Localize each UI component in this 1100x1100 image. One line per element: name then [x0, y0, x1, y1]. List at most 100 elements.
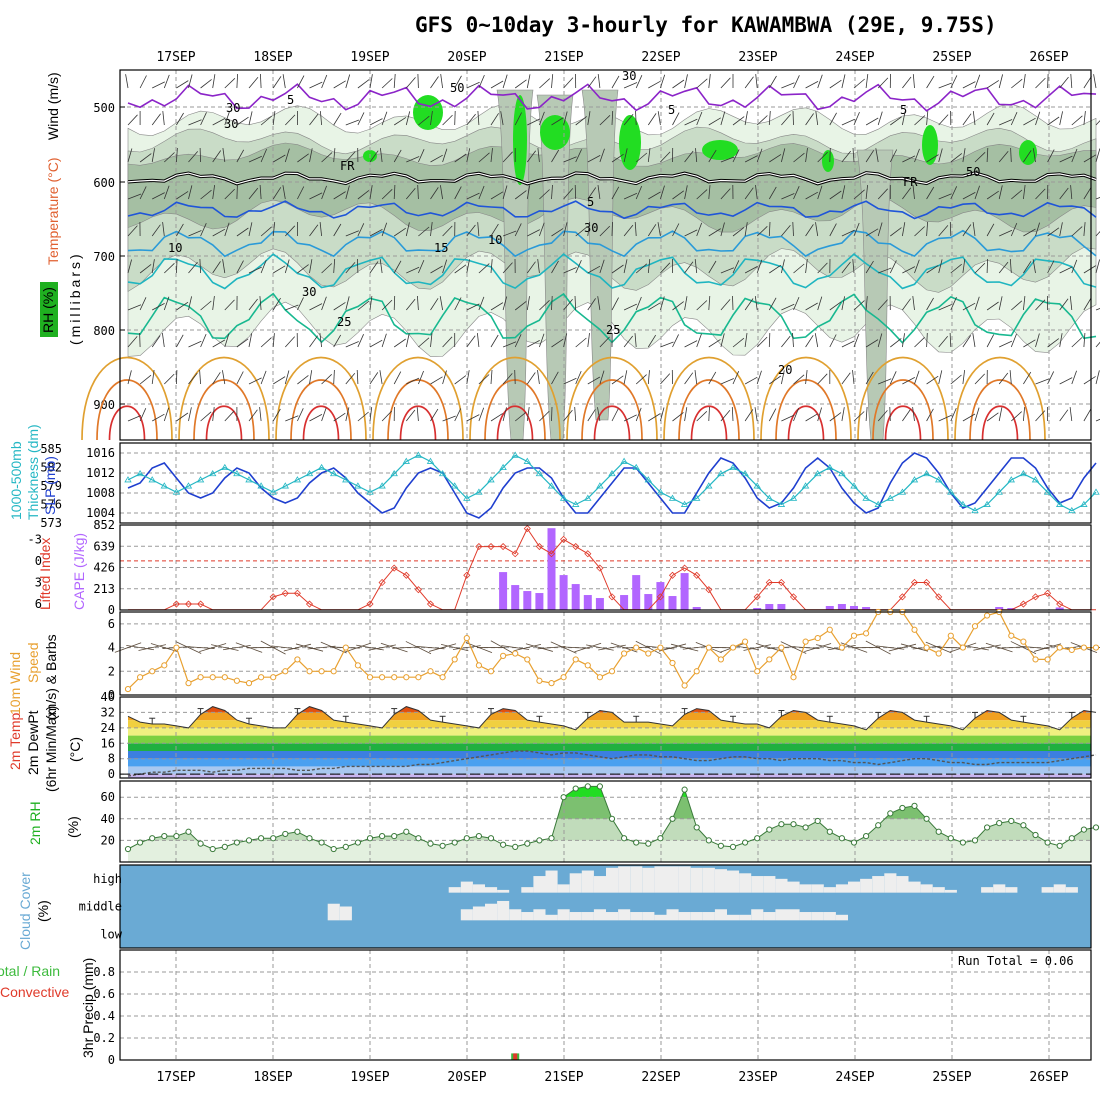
wind-speed-point: [754, 668, 761, 675]
rh-point: [669, 815, 676, 822]
wind-barb: [248, 409, 258, 422]
wind-barb: [478, 152, 490, 163]
wind-barb: [635, 185, 643, 200]
cape-bar: [668, 596, 677, 610]
wind-barb: [865, 74, 869, 89]
rh-panel: 60 40 20: [101, 780, 1100, 863]
wind-barb: [176, 334, 184, 348]
cloud-cell: [654, 866, 667, 893]
cloud-cell: [557, 884, 570, 893]
wind-barb: [1059, 266, 1073, 274]
rh-point: [403, 828, 410, 835]
wind-barb: [163, 407, 169, 422]
rh-point: [391, 832, 398, 840]
cloud-cell: [460, 881, 473, 893]
wind-barb: [684, 340, 698, 348]
wind-barb: [162, 111, 165, 126]
wind-speed-point: [548, 680, 555, 687]
wind-barb: [949, 221, 952, 237]
surface-wind-barb: [574, 642, 602, 653]
cloud-cell: [920, 884, 933, 893]
wind-barb: [841, 74, 846, 89]
rh-point: [463, 835, 470, 842]
wind-barb: [212, 118, 226, 126]
surface-wind-barb: [586, 644, 614, 651]
wind-barb: [781, 303, 795, 311]
wind-barb: [477, 333, 480, 348]
wind-barb: [393, 117, 407, 126]
wind-barb: [950, 153, 963, 163]
li-marker: [197, 600, 205, 608]
wind-barb: [744, 155, 758, 163]
wind-barb: [380, 148, 383, 163]
wind-barb: [926, 75, 935, 89]
wind-barb: [333, 302, 346, 311]
wind-barb: [805, 413, 818, 422]
wind-barb: [708, 185, 711, 200]
contour-label: 15: [434, 241, 448, 255]
rh-point: [1068, 835, 1075, 842]
wind-barb: [853, 189, 865, 200]
thickness-marker: [983, 500, 991, 507]
temp-color-bands: [128, 706, 1091, 778]
wind-barb: [406, 266, 420, 274]
rh-point: [197, 840, 204, 847]
wind-barb: [902, 187, 912, 200]
wind-barb: [151, 259, 155, 274]
wind-barb: [841, 407, 845, 422]
wind-barb: [478, 74, 485, 89]
wind-barb: [720, 156, 735, 163]
wind-barb: [974, 296, 980, 311]
wind-barb: [962, 370, 965, 385]
wind-barb: [684, 407, 688, 422]
wind-barb: [926, 221, 928, 237]
wind-barb: [1070, 185, 1073, 200]
pressure-tick: 700: [93, 250, 115, 264]
wind-barb: [379, 259, 383, 274]
wind-barb: [393, 184, 396, 200]
wind-barb: [696, 333, 702, 348]
wind-barb: [999, 119, 1013, 126]
surface-wind-barb: [876, 645, 905, 650]
wind-barb: [756, 115, 768, 126]
wind-barb: [744, 111, 748, 126]
rh-point: [657, 835, 664, 842]
wind-speed-point: [282, 668, 289, 675]
wind-speed-point: [330, 668, 337, 675]
wind-barb: [321, 152, 333, 163]
wind-barb: [321, 374, 332, 385]
wind-barb: [660, 407, 665, 422]
wind-barb: [611, 408, 619, 422]
wind-barb: [1032, 148, 1036, 163]
wind-barb: [478, 263, 490, 274]
wind-barb: [285, 114, 296, 126]
cloud-cell: [1065, 887, 1078, 893]
li-marker: [414, 586, 422, 594]
wind-barb: [297, 186, 305, 200]
wind-barb: [393, 149, 402, 163]
pressure-tick: 600: [93, 176, 115, 190]
wind-barb: [1010, 112, 1018, 126]
li-marker: [172, 600, 180, 608]
wind-barb: [539, 410, 550, 422]
wind-barb: [575, 116, 587, 126]
li-marker: [366, 600, 374, 608]
cape-lifted-index-panel: 852 639 426 213 0 -3 0 3 6: [28, 518, 1096, 617]
wind-barb: [732, 260, 740, 274]
wind-barb: [599, 336, 610, 348]
wind-barb: [1071, 148, 1078, 163]
thickness-marker: [971, 506, 979, 514]
wind-barb: [563, 156, 577, 163]
wind-speed-point: [161, 662, 168, 669]
wind-barb: [744, 376, 758, 385]
wind-barb: [950, 186, 958, 200]
wind-barb: [1095, 370, 1100, 385]
wind-barb: [1059, 155, 1073, 163]
panel-frame: [119, 780, 1092, 863]
wind-barb: [551, 74, 554, 89]
rh-patch-90: [619, 115, 641, 170]
wind-barb: [853, 111, 860, 126]
wind-barb: [781, 370, 785, 385]
wind-barb: [660, 74, 666, 89]
wind-label-1: 10m Wind: [7, 652, 23, 715]
